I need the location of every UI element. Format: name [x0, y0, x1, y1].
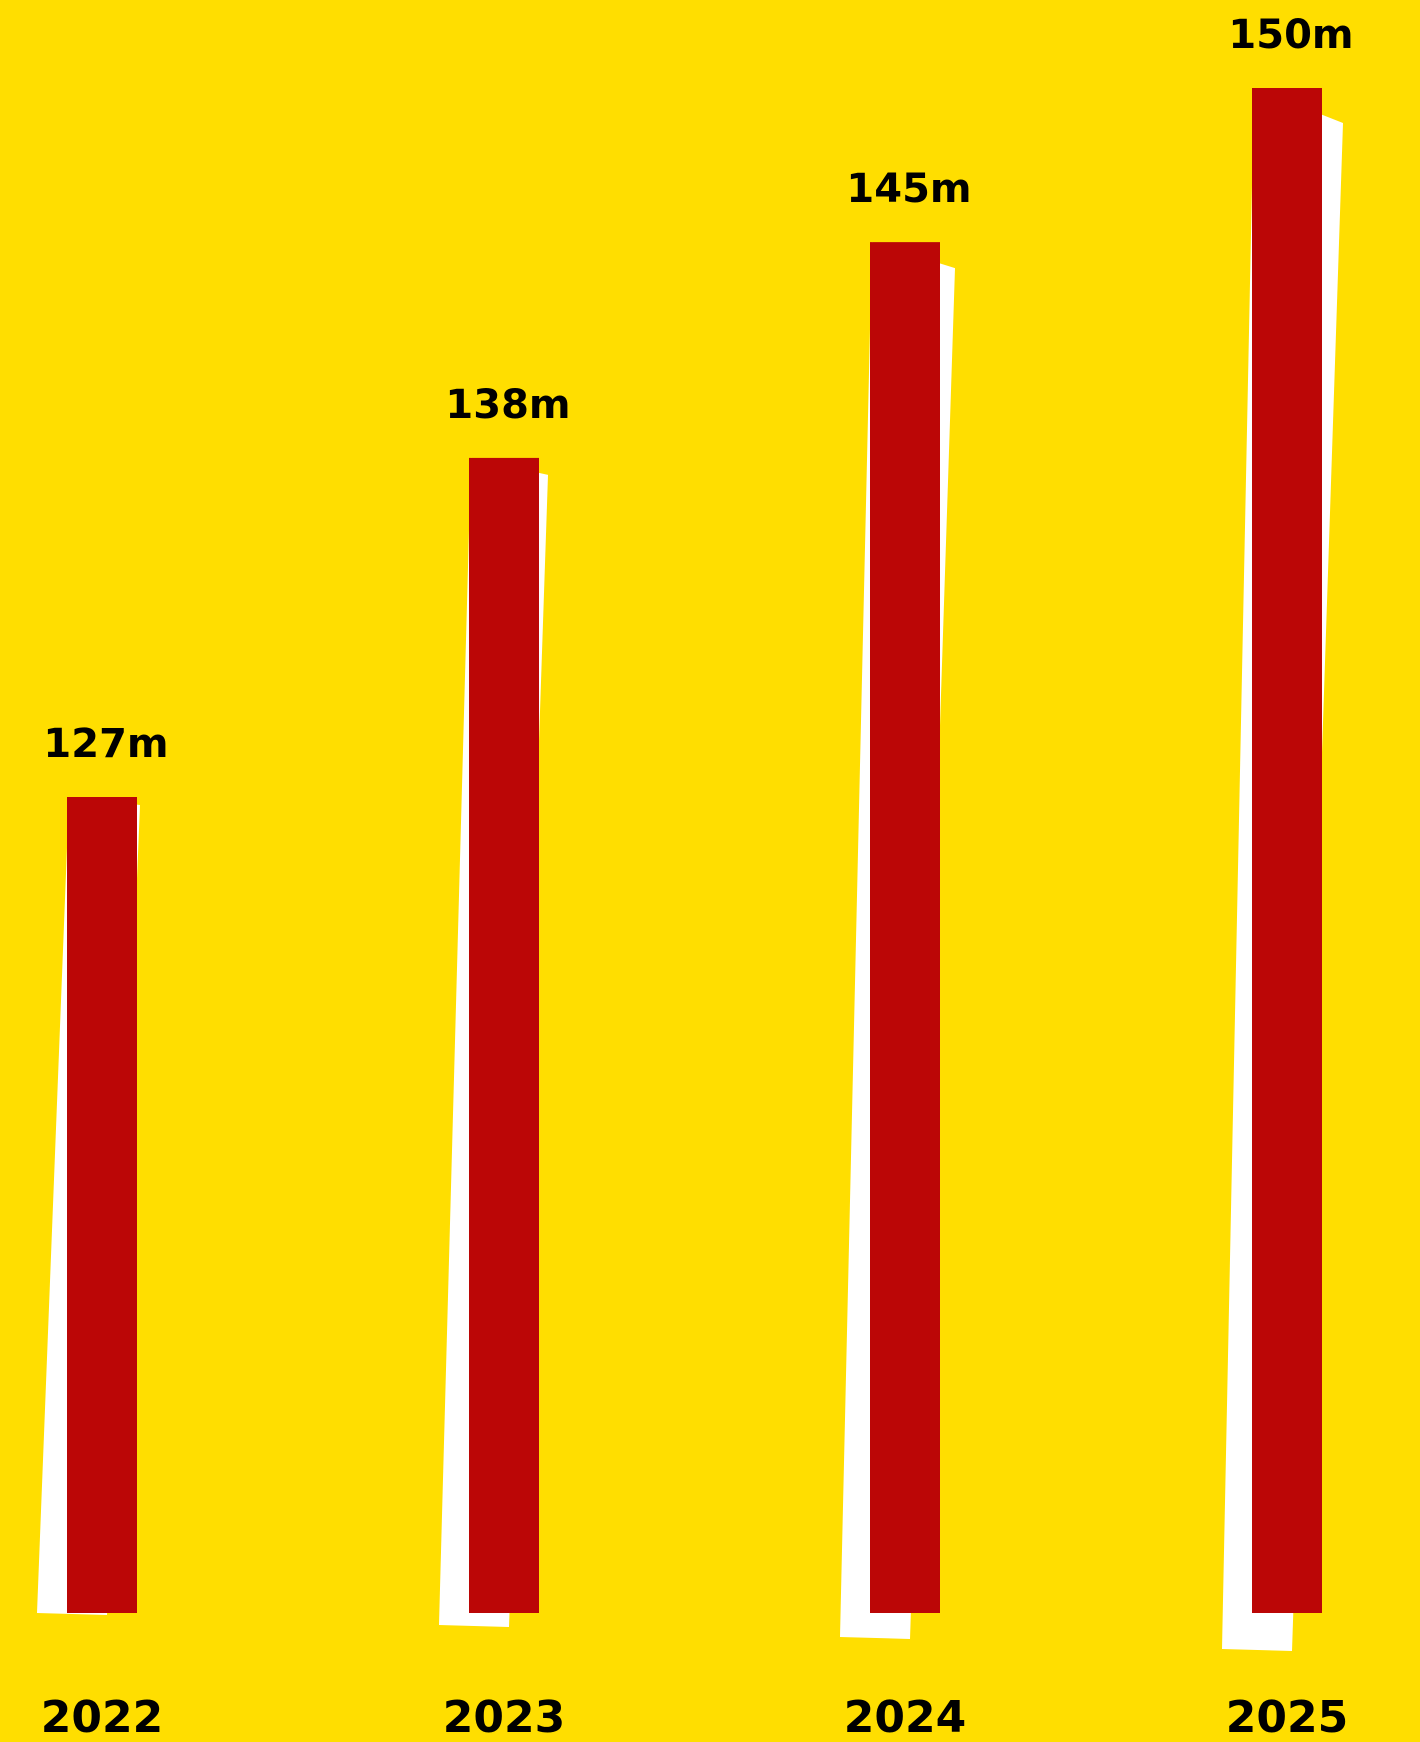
value-label-2025: 150m	[1228, 12, 1353, 58]
x-tick-label-2025: 2025	[1226, 1692, 1348, 1742]
value-label-2023: 138m	[445, 382, 570, 428]
bars	[67, 88, 1322, 1614]
x-tick-label-2024: 2024	[844, 1692, 966, 1742]
bar-2025	[1252, 88, 1322, 1613]
bar-2022	[67, 797, 137, 1613]
value-label-2022: 127m	[43, 721, 168, 767]
x-tick-label-2023: 2023	[443, 1692, 565, 1742]
x-axis-labels: 2022 2023 2024 2025	[41, 1692, 1348, 1742]
x-tick-label-2022: 2022	[41, 1692, 163, 1742]
value-label-2024: 145m	[846, 166, 971, 212]
bar-2023	[469, 457, 539, 1613]
value-labels: 127m 138m 145m 150m	[43, 12, 1353, 767]
bar-2024	[870, 242, 940, 1614]
